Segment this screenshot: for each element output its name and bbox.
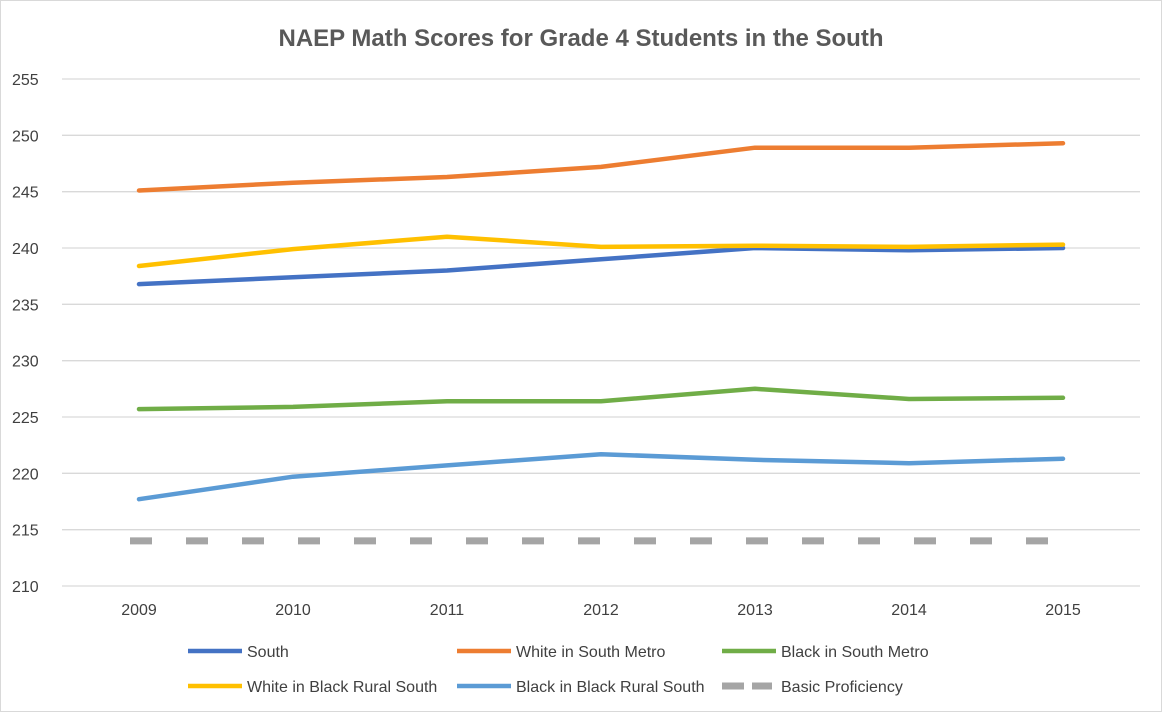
legend-item: White in Black Rural South [188,679,437,696]
y-tick-label: 235 [12,297,39,314]
y-axis-ticks: 210 215 220 225 230 235 240 245 250 255 [12,72,39,596]
legend-item: Black in Black Rural South [457,679,705,696]
chart-title: NAEP Math Scores for Grade 4 Students in… [279,25,884,52]
legend: South White in South Metro Black in South … [188,644,929,696]
y-tick-label: 230 [12,354,39,371]
x-tick-label: 2014 [891,602,927,619]
series-line-white-in-black-rural-south [136,234,1066,269]
x-tick-label: 2015 [1045,602,1081,619]
x-tick-label: 2009 [121,602,157,619]
legend-label: Black in South Metro [781,644,929,661]
legend-label: White in South Metro [516,644,666,661]
series-line-black-in-south-metro [136,386,1066,412]
legend-item: Black in South Metro [722,644,929,661]
legend-label: Basic Proficiency [781,679,903,696]
y-tick-label: 250 [12,128,39,145]
x-tick-label: 2011 [430,602,465,619]
y-tick-label: 220 [12,466,39,483]
y-tick-label: 245 [12,185,39,202]
series-line-south [136,245,1066,287]
y-tick-label: 240 [12,241,39,258]
legend-label: Black in Black Rural South [516,679,705,696]
y-tick-label: 225 [12,410,39,427]
legend-item: Basic Proficiency [722,679,903,696]
y-tick-label: 255 [12,72,39,89]
series-lines [130,140,1073,545]
legend-item: White in South Metro [457,644,666,661]
series-line-black-in-black-rural-south [136,451,1066,502]
legend-label: South [247,644,289,661]
y-tick-label: 215 [12,523,39,540]
x-tick-label: 2012 [583,602,619,619]
legend-label: White in Black Rural South [247,679,437,696]
gridlines [62,78,1140,587]
x-tick-label: 2010 [275,602,311,619]
legend-item: South [188,644,289,661]
series-line-white-in-south-metro [136,140,1066,193]
x-axis-ticks: 2009 2010 2011 2012 2013 2014 2015 [121,602,1081,619]
x-tick-label: 2013 [737,602,773,619]
y-tick-label: 210 [12,579,39,596]
